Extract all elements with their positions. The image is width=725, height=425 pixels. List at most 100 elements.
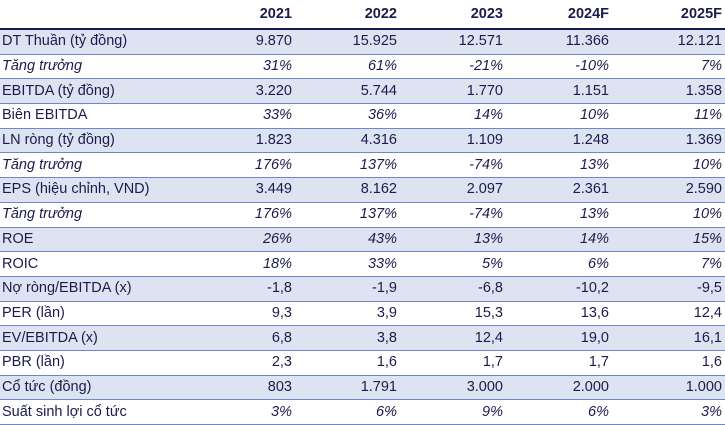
row-value-2025f: 1,6 <box>701 354 722 371</box>
row-value-2023: -6,8 <box>478 280 503 297</box>
row-value-2024f: 11.366 <box>565 33 609 50</box>
column-header-2025f: 2025F <box>612 0 725 30</box>
table-row: Tăng trưởng 176% 137% -74% 13% 10% <box>0 202 725 227</box>
row-value-2022: 4.316 <box>360 132 397 149</box>
row-value-2024f: -10,2 <box>575 280 609 297</box>
table-row: PER (lần) 9,3 3,9 15,3 13,6 12,4 <box>0 301 725 326</box>
row-label: Suất sinh lợi cổ tức <box>2 403 127 420</box>
row-value-2022: 33% <box>367 255 397 272</box>
row-value-2021: 176% <box>254 206 292 223</box>
row-label: Tăng trưởng <box>2 58 83 75</box>
table-row: DT Thuần (tỷ đồng) 9.870 15.925 12.571 11.36… <box>0 29 725 55</box>
row-value-2023: 1.109 <box>466 132 503 149</box>
row-value-2024f: 6% <box>588 255 609 272</box>
row-value-2023: 12,4 <box>474 329 503 346</box>
row-value-2021: 9.870 <box>255 33 292 50</box>
row-value-2021: 3.220 <box>255 82 292 99</box>
row-value-2021: 6,8 <box>271 329 292 346</box>
row-value-2024f: 19,0 <box>580 329 609 346</box>
row-value-2021: 9,3 <box>271 304 292 321</box>
table-row: EPS (hiệu chỉnh, VND) 3.449 8.162 2.097 2.36… <box>0 177 725 203</box>
column-header-2021: 2021 <box>228 0 295 30</box>
table-row: EBITDA (tỷ đồng) 3.220 5.744 1.770 1.151 1.35… <box>0 78 725 104</box>
row-value-2024f: 1.248 <box>572 132 609 149</box>
row-value-2023: -74% <box>469 156 503 173</box>
row-value-2022: 3,8 <box>376 329 397 346</box>
row-label: PBR (lần) <box>2 354 65 371</box>
row-value-2023: 12.571 <box>458 33 503 50</box>
row-value-2024f: 2.361 <box>572 181 609 198</box>
row-value-2024f: 2.000 <box>572 378 609 395</box>
row-value-2022: 137% <box>359 156 397 173</box>
row-value-2024f: 14% <box>579 230 609 247</box>
row-value-2022: 15.925 <box>352 33 397 50</box>
row-value-2021: 18% <box>262 255 292 272</box>
table-row: LN ròng (tỷ đồng) 1.823 4.316 1.109 1.248 1.3… <box>0 128 725 153</box>
row-value-2022: 43% <box>367 230 397 247</box>
row-label: ROE <box>2 230 34 247</box>
table-header: 2021 2022 2023 2024F 2025F <box>0 0 725 30</box>
row-value-2024f: 1.151 <box>572 82 609 99</box>
table-body: DT Thuần (tỷ đồng) 9.870 15.925 12.571 11.36… <box>0 29 725 425</box>
table-row: PBR (lần) 2,3 1,6 1,7 1,7 1,6 <box>0 350 725 376</box>
row-value-2023: -74% <box>469 206 503 223</box>
row-value-2022: 8.162 <box>360 181 397 198</box>
row-value-2024f: 6% <box>588 403 609 420</box>
table-row: Biên EBITDA 33% 36% 14% 10% 11% <box>0 104 725 129</box>
row-value-2023: 13% <box>473 230 503 247</box>
row-value-2023: -21% <box>469 58 503 75</box>
row-value-2025f: 7% <box>701 58 722 75</box>
table-row: Nợ ròng/EBITDA (x) -1,8 -1,9 -6,8 -10,2 -9,5 <box>0 276 725 302</box>
row-value-2025f: 11% <box>694 107 722 124</box>
row-value-2022: -1,9 <box>372 280 397 297</box>
row-value-2024f: 13% <box>579 206 609 223</box>
row-value-2021: 26% <box>262 230 292 247</box>
row-value-2025f: 16,1 <box>693 329 722 346</box>
row-value-2023: 3.000 <box>466 378 503 395</box>
row-value-2021: 33% <box>262 107 292 124</box>
table-row: Tăng trưởng 176% 137% -74% 13% 10% <box>0 153 725 178</box>
row-label: Cổ tức (đồng) <box>2 378 92 395</box>
row-value-2023: 1,7 <box>482 354 503 371</box>
row-value-2023: 1.770 <box>466 82 503 99</box>
row-label: Nợ ròng/EBITDA (x) <box>2 280 132 297</box>
row-value-2025f: 15% <box>692 230 722 247</box>
table-row: Cổ tức (đồng) 803 1.791 3.000 2.000 1.000 <box>0 375 725 400</box>
row-value-2021: 176% <box>254 156 292 173</box>
row-label: Tăng trưởng <box>2 206 83 223</box>
row-value-2021: 3% <box>271 403 292 420</box>
row-value-2025f: 1.000 <box>685 378 722 395</box>
row-value-2022: 1,6 <box>376 354 397 371</box>
row-value-2023: 5% <box>482 255 503 272</box>
column-header-2022: 2022 <box>295 0 400 30</box>
row-value-2022: 36% <box>367 107 397 124</box>
row-value-2022: 5.744 <box>360 82 397 99</box>
row-value-2025f: 12.121 <box>677 33 722 50</box>
row-label: Biên EBITDA <box>2 107 88 124</box>
row-value-2025f: 1.358 <box>685 82 722 99</box>
row-value-2025f: 7% <box>701 255 722 272</box>
row-value-2022: 61% <box>367 58 397 75</box>
row-value-2022: 6% <box>376 403 397 420</box>
row-value-2024f: 13% <box>579 156 609 173</box>
column-header-2023: 2023 <box>400 0 506 30</box>
row-label: PER (lần) <box>2 304 65 321</box>
row-value-2025f: -9,5 <box>697 280 722 297</box>
row-value-2024f: 1,7 <box>588 354 609 371</box>
row-value-2021: 1.823 <box>255 132 292 149</box>
row-value-2025f: 10% <box>692 206 722 223</box>
header-row: 2021 2022 2023 2024F 2025F <box>0 0 725 30</box>
row-label: EBITDA (tỷ đồng) <box>2 82 115 99</box>
row-value-2021: 2,3 <box>271 354 292 371</box>
table-row: Suất sinh lợi cổ tức 3% 6% 9% 6% 3% <box>0 400 725 425</box>
row-value-2021: -1,8 <box>267 280 292 297</box>
row-value-2025f: 12,4 <box>693 304 722 321</box>
row-value-2023: 2.097 <box>466 181 503 198</box>
row-value-2023: 14% <box>473 107 503 124</box>
row-value-2024f: -10% <box>575 58 609 75</box>
row-value-2021: 31% <box>262 58 292 75</box>
row-label: DT Thuần (tỷ đồng) <box>2 33 128 50</box>
table-row: EV/EBITDA (x) 6,8 3,8 12,4 19,0 16,1 <box>0 325 725 351</box>
